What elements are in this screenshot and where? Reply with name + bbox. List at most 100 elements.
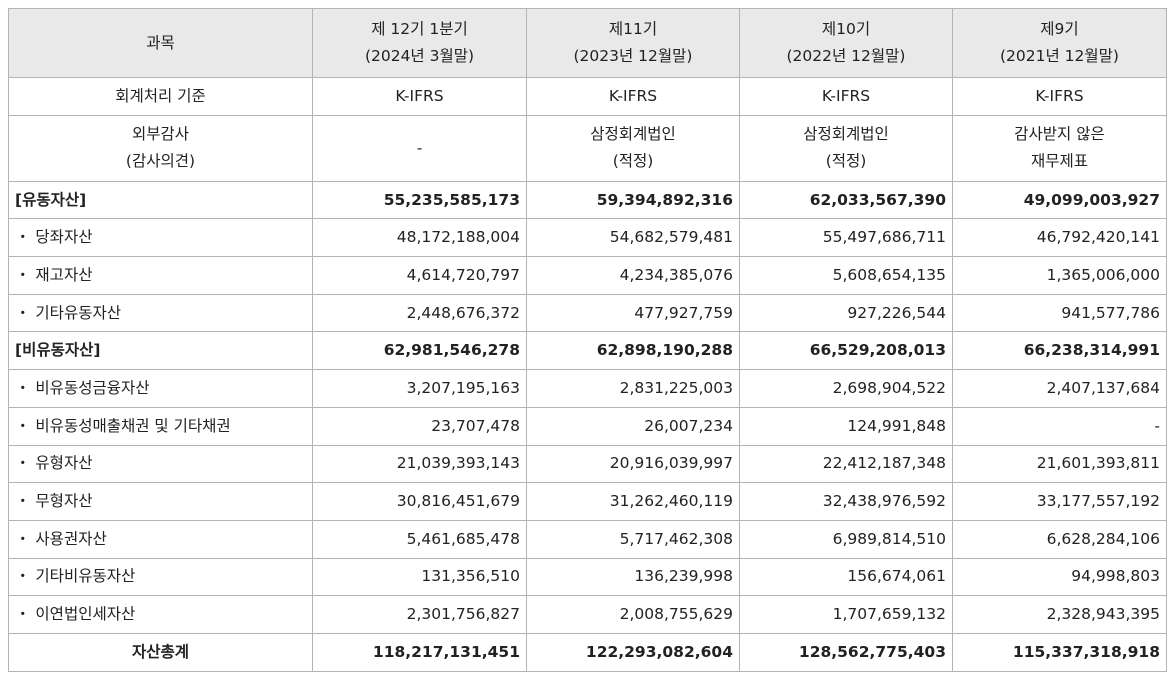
- cell-line: -: [1154, 416, 1160, 435]
- table-row: [비유동자산] 62,981,546,278 62,898,190,288 66,52…: [8, 331, 1167, 371]
- cell-line: 55,235,585,173: [383, 190, 520, 209]
- table-cell: 1,707,659,132: [739, 595, 953, 634]
- table-cell: 자산총계: [8, 632, 313, 672]
- table-cell: 2,328,943,395: [952, 595, 1167, 634]
- table-row: ・ 당좌자산 48,172,188,004 54,682,579,481 55,497…: [8, 218, 1167, 258]
- table-row: 자산총계 118,217,131,451 122,293,082,604 128,56…: [8, 632, 1167, 672]
- cell-line: (2023년 12월말): [573, 47, 693, 65]
- cell-line: 삼정회계법인: [803, 125, 889, 144]
- table-cell: 23,707,478: [312, 406, 527, 446]
- cell-line: 136,239,998: [634, 567, 733, 586]
- cell-line: (2022년 12월말): [786, 47, 906, 65]
- table-cell: 32,438,976,592: [739, 482, 953, 521]
- cell-line: 59,394,892,316: [596, 190, 733, 209]
- header-cell: 제 12기 1분기 (2024년 3월말): [312, 8, 527, 78]
- cell-line: 2,831,225,003: [619, 378, 733, 397]
- table-cell: 62,033,567,390: [739, 180, 953, 220]
- cell-line: 2,301,756,827: [406, 605, 520, 624]
- table-header: 과목 제 12기 1분기 (2024년 3월말) 제11기 (2023년 12월말) 제1…: [8, 8, 1167, 78]
- cell-line: 3,207,195,163: [406, 378, 520, 397]
- table-row: ・ 비유동성금융자산 3,207,195,163 2,831,225,003 2,69…: [8, 369, 1167, 408]
- cell-line: (적정): [612, 152, 654, 171]
- table-cell: 삼정회계법인 (적정): [739, 114, 953, 182]
- cell-line: 2,328,943,395: [1046, 605, 1160, 624]
- table-cell: 30,816,451,679: [312, 482, 527, 521]
- cell-line: 156,674,061: [847, 567, 946, 586]
- cell-line: 55,497,686,711: [822, 228, 946, 247]
- table-cell: 94,998,803: [952, 557, 1167, 597]
- cell-line: 62,033,567,390: [809, 190, 946, 209]
- table-cell: [유동자산]: [8, 180, 313, 220]
- table-cell: ・ 재고자산: [8, 256, 313, 295]
- table-cell: 55,497,686,711: [739, 218, 953, 258]
- cell-line: (적정): [825, 152, 867, 171]
- table-cell: 20,916,039,997: [526, 444, 740, 484]
- cell-line: ・ 비유동성매출채권 및 기타채권: [15, 416, 231, 435]
- table-cell: 55,235,585,173: [312, 180, 527, 220]
- table-cell: 122,293,082,604: [526, 632, 740, 672]
- cell-line: 2,698,904,522: [832, 378, 946, 397]
- cell-line: 제9기: [1040, 20, 1079, 38]
- cell-line: 4,614,720,797: [406, 265, 520, 284]
- cell-line: 31,262,460,119: [609, 492, 733, 511]
- table-cell: 2,407,137,684: [952, 369, 1167, 408]
- cell-line: [유동자산]: [15, 190, 87, 209]
- cell-line: 1,707,659,132: [832, 605, 946, 624]
- table-cell: 4,614,720,797: [312, 256, 527, 295]
- header-cell: 제11기 (2023년 12월말): [526, 8, 740, 78]
- cell-line: 재무제표: [1030, 152, 1089, 171]
- cell-line: 62,981,546,278: [383, 341, 520, 360]
- cell-line: 자산총계: [131, 642, 190, 661]
- cell-line: ・ 비유동성금융자산: [15, 378, 150, 397]
- table-cell: 21,039,393,143: [312, 444, 527, 484]
- table-cell: 회계처리 기준: [8, 77, 313, 116]
- table-cell: 26,007,234: [526, 406, 740, 446]
- table-cell: [비유동자산]: [8, 331, 313, 371]
- table-cell: ・ 비유동성매출채권 및 기타채권: [8, 406, 313, 446]
- cell-line: 5,717,462,308: [619, 529, 733, 548]
- cell-line: 115,337,318,918: [1012, 642, 1160, 661]
- header-row: 과목 제 12기 1분기 (2024년 3월말) 제11기 (2023년 12월말) 제1…: [8, 8, 1167, 78]
- table-row: ・ 기타비유동자산 131,356,510 136,239,998 156,674,0…: [8, 557, 1167, 597]
- cell-line: K-IFRS: [395, 86, 444, 105]
- cell-line: 131,356,510: [421, 567, 520, 586]
- table-cell: 128,562,775,403: [739, 632, 953, 672]
- cell-line: 66,238,314,991: [1023, 341, 1160, 360]
- table-cell: 941,577,786: [952, 293, 1167, 333]
- cell-line: -: [416, 138, 423, 157]
- table-row: ・ 비유동성매출채권 및 기타채권 23,707,478 26,007,234 124…: [8, 406, 1167, 446]
- cell-line: ・ 사용권자산: [15, 529, 107, 548]
- table-cell: 156,674,061: [739, 557, 953, 597]
- cell-line: 21,601,393,811: [1036, 454, 1160, 473]
- cell-line: 2,407,137,684: [1046, 378, 1160, 397]
- cell-line: 54,682,579,481: [609, 228, 733, 247]
- cell-line: ・ 재고자산: [15, 265, 93, 284]
- cell-line: ・ 유형자산: [15, 454, 93, 473]
- table-cell: ・ 사용권자산: [8, 519, 313, 559]
- table-cell: 131,356,510: [312, 557, 527, 597]
- cell-line: 제11기: [608, 20, 658, 38]
- table-row: ・ 기타유동자산 2,448,676,372 477,927,759 927,226,…: [8, 293, 1167, 333]
- table-cell: 1,365,006,000: [952, 256, 1167, 295]
- header-cell: 제10기 (2022년 12월말): [739, 8, 953, 78]
- table-cell: K-IFRS: [312, 77, 527, 116]
- cell-line: 1,365,006,000: [1046, 265, 1160, 284]
- cell-line: ・ 이연법인세자산: [15, 605, 136, 624]
- cell-line: 5,461,685,478: [406, 529, 520, 548]
- table-cell: ・ 무형자산: [8, 482, 313, 521]
- table-body: 회계처리 기준 K-IFRS K-IFRS K-IFRS K-IFRS 외부감사 (감사의견…: [8, 77, 1167, 672]
- cell-line: 94,998,803: [1071, 567, 1160, 586]
- table-row: 외부감사 (감사의견) - 삼정회계법인 (적정) 삼정회계법인 (적정) 감사받지 않은 재무…: [8, 114, 1167, 182]
- table-cell: 927,226,544: [739, 293, 953, 333]
- table-row: ・ 무형자산 30,816,451,679 31,262,460,119 32,438…: [8, 482, 1167, 521]
- table-cell: K-IFRS: [952, 77, 1167, 116]
- cell-line: 32,438,976,592: [822, 492, 946, 511]
- cell-line: 33,177,557,192: [1036, 492, 1160, 511]
- table-cell: 5,608,654,135: [739, 256, 953, 295]
- table-cell: 2,301,756,827: [312, 595, 527, 634]
- cell-line: ・ 기타비유동자산: [15, 567, 136, 586]
- cell-line: 4,234,385,076: [619, 265, 733, 284]
- table-cell: ・ 기타유동자산: [8, 293, 313, 333]
- table-cell: 5,461,685,478: [312, 519, 527, 559]
- cell-line: 22,412,187,348: [822, 454, 946, 473]
